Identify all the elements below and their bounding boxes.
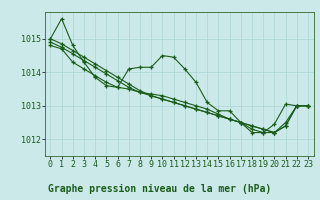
Text: Graphe pression niveau de la mer (hPa): Graphe pression niveau de la mer (hPa) [48,184,272,194]
